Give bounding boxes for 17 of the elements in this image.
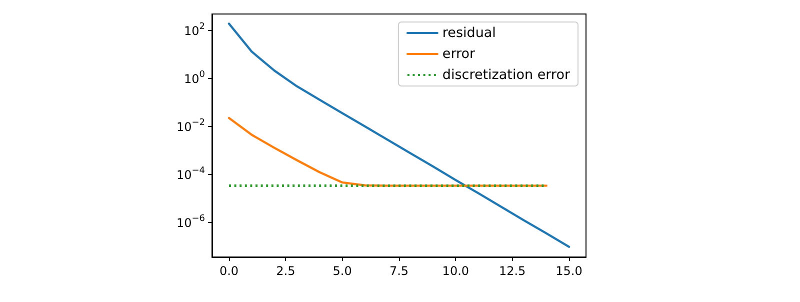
line-series — [228, 22, 570, 248]
legend-label: error — [442, 46, 476, 62]
line-series — [228, 116, 548, 187]
x-tick-label: 15.0 — [556, 264, 582, 278]
y-tick-label: 10$^{−6}$ — [176, 214, 205, 230]
x-tick-label: 0.0 — [219, 264, 239, 278]
y-tick-label: 10$^{−2}$ — [176, 118, 205, 134]
legend-label: discretization error — [442, 67, 570, 83]
x-tick-label: 5.0 — [332, 264, 352, 278]
y-tick-label: 10$^{−4}$ — [176, 166, 205, 182]
x-tick-label: 2.5 — [276, 264, 296, 278]
x-tick-label: 7.5 — [389, 264, 409, 278]
legend-label: residual — [442, 25, 496, 41]
x-tick-label: 10.0 — [442, 264, 470, 278]
x-tick-label: 12.5 — [498, 264, 526, 278]
y-tick-label: 10$^{2}$ — [184, 22, 205, 38]
y-tick-label: 10$^{0}$ — [184, 70, 205, 86]
